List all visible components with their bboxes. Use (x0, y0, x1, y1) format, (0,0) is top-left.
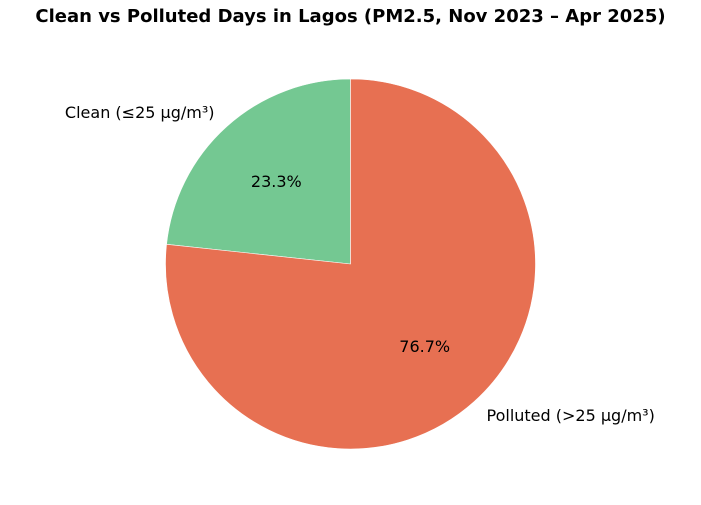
chart-title: Clean vs Polluted Days in Lagos (PM2.5, … (35, 6, 666, 27)
pie-slice-1 (165, 78, 536, 450)
slice-category-label-0: Clean (≤25 µg/m³) (65, 103, 215, 122)
slices-layer (165, 78, 536, 450)
slice-category-label-1: Polluted (>25 µg/m³) (487, 406, 655, 425)
pie-slice-0 (166, 78, 351, 265)
slice-pct-label-1: 76.7% (399, 337, 450, 356)
labels-layer: 23.3% Clean (≤25 µg/m³) 76.7% Polluted (>25… (65, 103, 655, 425)
slice-pct-label-0: 23.3% (251, 172, 302, 191)
